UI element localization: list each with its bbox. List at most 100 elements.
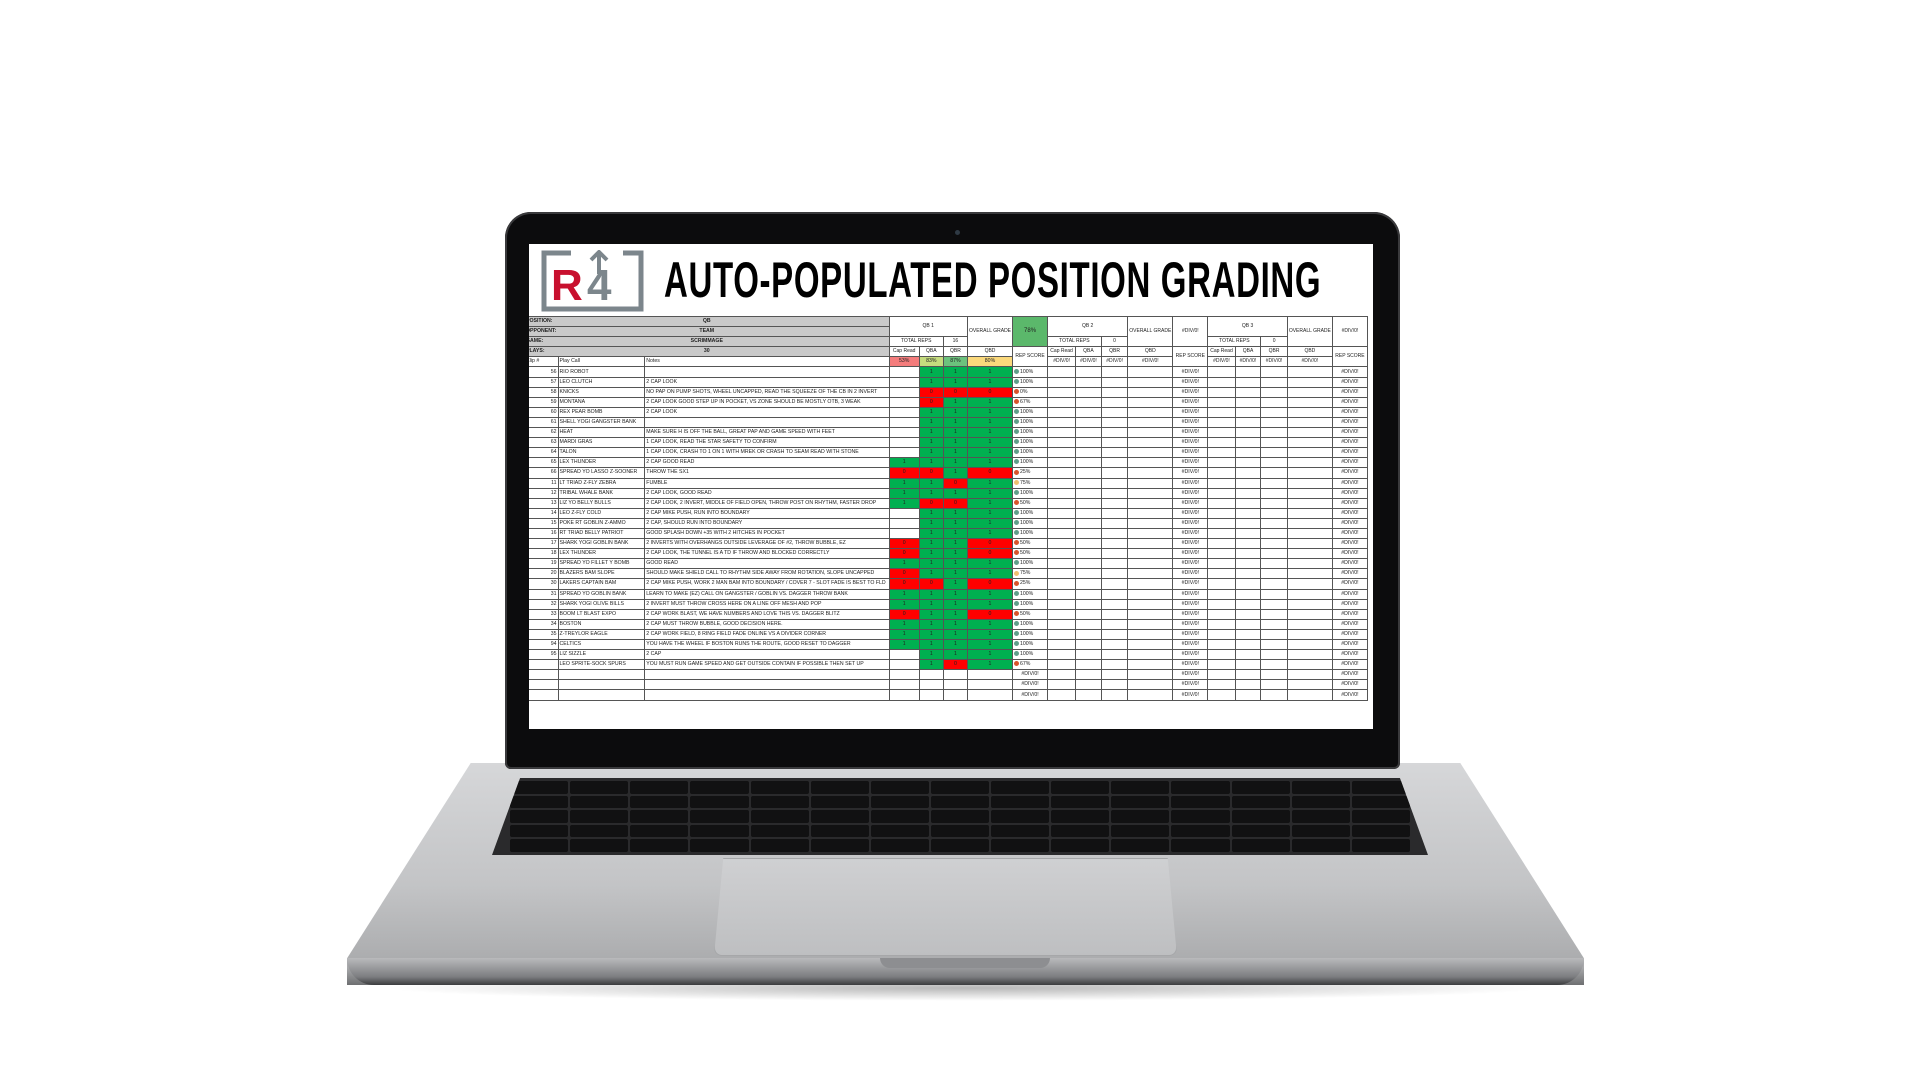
grade-cell[interactable] (1047, 467, 1077, 479)
grade-cell[interactable] (1100, 487, 1129, 499)
grade-cell[interactable] (1260, 477, 1288, 489)
key[interactable] (991, 810, 1050, 823)
grade-cell[interactable]: 0 (966, 608, 1014, 620)
grade-cell[interactable] (1075, 638, 1102, 651)
grade-cell[interactable] (1234, 457, 1262, 469)
grade-cell[interactable] (888, 437, 920, 449)
grade-cell[interactable]: 1 (966, 527, 1014, 540)
rep-score[interactable]: #DIV/0! (1331, 487, 1369, 499)
clip-number[interactable]: 11 (529, 477, 559, 489)
key[interactable] (510, 824, 569, 838)
grade-cell[interactable] (1047, 618, 1077, 630)
key[interactable] (630, 795, 689, 809)
grade-cell[interactable]: 1 (942, 507, 968, 519)
play-call[interactable]: LEX THUNDER (557, 457, 646, 469)
grade-cell[interactable] (1207, 608, 1236, 620)
grade-cell[interactable]: 1 (942, 538, 968, 550)
grade-cell[interactable]: 1 (966, 487, 1014, 499)
grade-cell[interactable]: 1 (942, 588, 968, 600)
grade-cell[interactable]: 1 (942, 376, 968, 388)
rep-score[interactable]: 100% (1012, 638, 1049, 651)
grade-cell[interactable] (1234, 406, 1262, 418)
grade-cell[interactable] (1075, 406, 1102, 418)
play-call[interactable]: SHARK YOGI OLIVE BILLS (557, 598, 646, 610)
grade-cell[interactable]: 1 (942, 396, 968, 408)
grade-cell[interactable] (1260, 598, 1288, 610)
grade-percent[interactable]: #DIV/0! (1286, 356, 1333, 368)
grade-cell[interactable]: 0 (966, 548, 1014, 560)
grade-cell[interactable] (1260, 386, 1288, 398)
play-call[interactable]: SPREAD YO GOBLIN BANK (557, 588, 646, 600)
grade-cell[interactable]: 1 (942, 608, 968, 620)
cell[interactable] (529, 689, 559, 701)
key[interactable] (630, 824, 689, 838)
info-plays[interactable]: PLAYS: 30 (529, 346, 890, 358)
key[interactable] (1231, 824, 1290, 838)
cell[interactable] (557, 689, 646, 701)
grade-cell[interactable] (1207, 457, 1236, 469)
grade-cell[interactable] (1047, 376, 1077, 388)
grade-cell[interactable] (1127, 467, 1174, 479)
grade-cell[interactable] (1100, 366, 1129, 378)
grade-cell[interactable]: 1 (966, 588, 1014, 600)
grade-cell[interactable]: 0 (888, 538, 920, 550)
key[interactable] (810, 810, 869, 823)
grade-cell[interactable] (1127, 608, 1174, 620)
grade-cell[interactable] (888, 416, 920, 429)
grade-cell[interactable] (1207, 669, 1236, 681)
grade-cell[interactable] (1234, 588, 1262, 600)
rep-score[interactable]: #DIV/0! (1331, 406, 1369, 418)
grade-cell[interactable]: 1 (942, 638, 968, 651)
grade-cell[interactable] (1075, 608, 1102, 620)
grade-cell[interactable] (888, 366, 920, 378)
grade-cell[interactable] (1075, 376, 1102, 388)
rep-score[interactable]: 100% (1012, 457, 1049, 469)
overall-grade-label[interactable]: OVERALL GRADE (966, 315, 1014, 348)
grade-cell[interactable] (942, 689, 968, 701)
notes[interactable]: 2 CAP GOOD READ (644, 457, 890, 469)
notes[interactable]: LEARN TO MAKE (EZ) CALL ON GANGSTER / GO… (644, 588, 890, 600)
grade-cell[interactable]: 1 (918, 598, 944, 610)
rep-score[interactable]: #DIV/0! (1331, 598, 1369, 610)
grade-cell[interactable] (1100, 608, 1129, 620)
rep-score[interactable]: #DIV/0! (1331, 588, 1369, 600)
total-reps-label[interactable]: TOTAL REPS (1047, 336, 1102, 348)
rep-score[interactable]: #DIV/0! (1331, 447, 1369, 459)
grade-cell[interactable]: 1 (942, 618, 968, 630)
header-clip[interactable]: Clip # (529, 356, 559, 368)
grade-cell[interactable] (1234, 669, 1262, 681)
grade-cell[interactable] (1075, 507, 1102, 519)
grade-cell[interactable] (1075, 659, 1102, 671)
grade-column-header[interactable]: QBR (942, 346, 968, 358)
grade-cell[interactable] (1234, 437, 1262, 449)
grade-cell[interactable] (1075, 487, 1102, 499)
grade-cell[interactable]: 0 (918, 467, 944, 479)
grade-cell[interactable] (1286, 669, 1333, 681)
grade-cell[interactable] (1127, 447, 1174, 459)
rep-score[interactable]: #DIV/0! (1331, 416, 1369, 429)
key[interactable] (630, 781, 689, 794)
grade-cell[interactable] (1234, 487, 1262, 499)
play-call[interactable]: LEO CLUTCH (557, 376, 646, 388)
info-game[interactable]: GAME: SCRIMMAGE (529, 336, 890, 348)
play-call[interactable]: LAKERS CAPTAIN BAM (557, 578, 646, 590)
notes[interactable]: GOOD READ (644, 558, 890, 570)
clip-number[interactable]: 58 (529, 386, 559, 398)
rep-score[interactable]: #DIV/0! (1331, 578, 1369, 590)
grade-cell[interactable] (1100, 497, 1129, 509)
rep-score[interactable]: #DIV/0! (1172, 689, 1209, 701)
key[interactable] (690, 824, 749, 838)
grade-cell[interactable] (1260, 669, 1288, 681)
grade-cell[interactable] (1127, 568, 1174, 580)
notes[interactable]: 2 CAP MUST THROW BUBBLE, GOOD DECISION H… (644, 618, 890, 630)
grade-cell[interactable] (1075, 437, 1102, 449)
grade-cell[interactable] (1260, 517, 1288, 529)
grade-cell[interactable] (1207, 396, 1236, 408)
grade-cell[interactable] (966, 669, 1014, 681)
grade-cell[interactable] (1286, 457, 1333, 469)
grade-cell[interactable] (1260, 538, 1288, 550)
rep-score[interactable]: #DIV/0! (1172, 527, 1209, 540)
grade-cell[interactable]: 1 (918, 608, 944, 620)
rep-score[interactable]: #DIV/0! (1331, 608, 1369, 620)
rep-score[interactable]: #DIV/0! (1172, 659, 1209, 671)
